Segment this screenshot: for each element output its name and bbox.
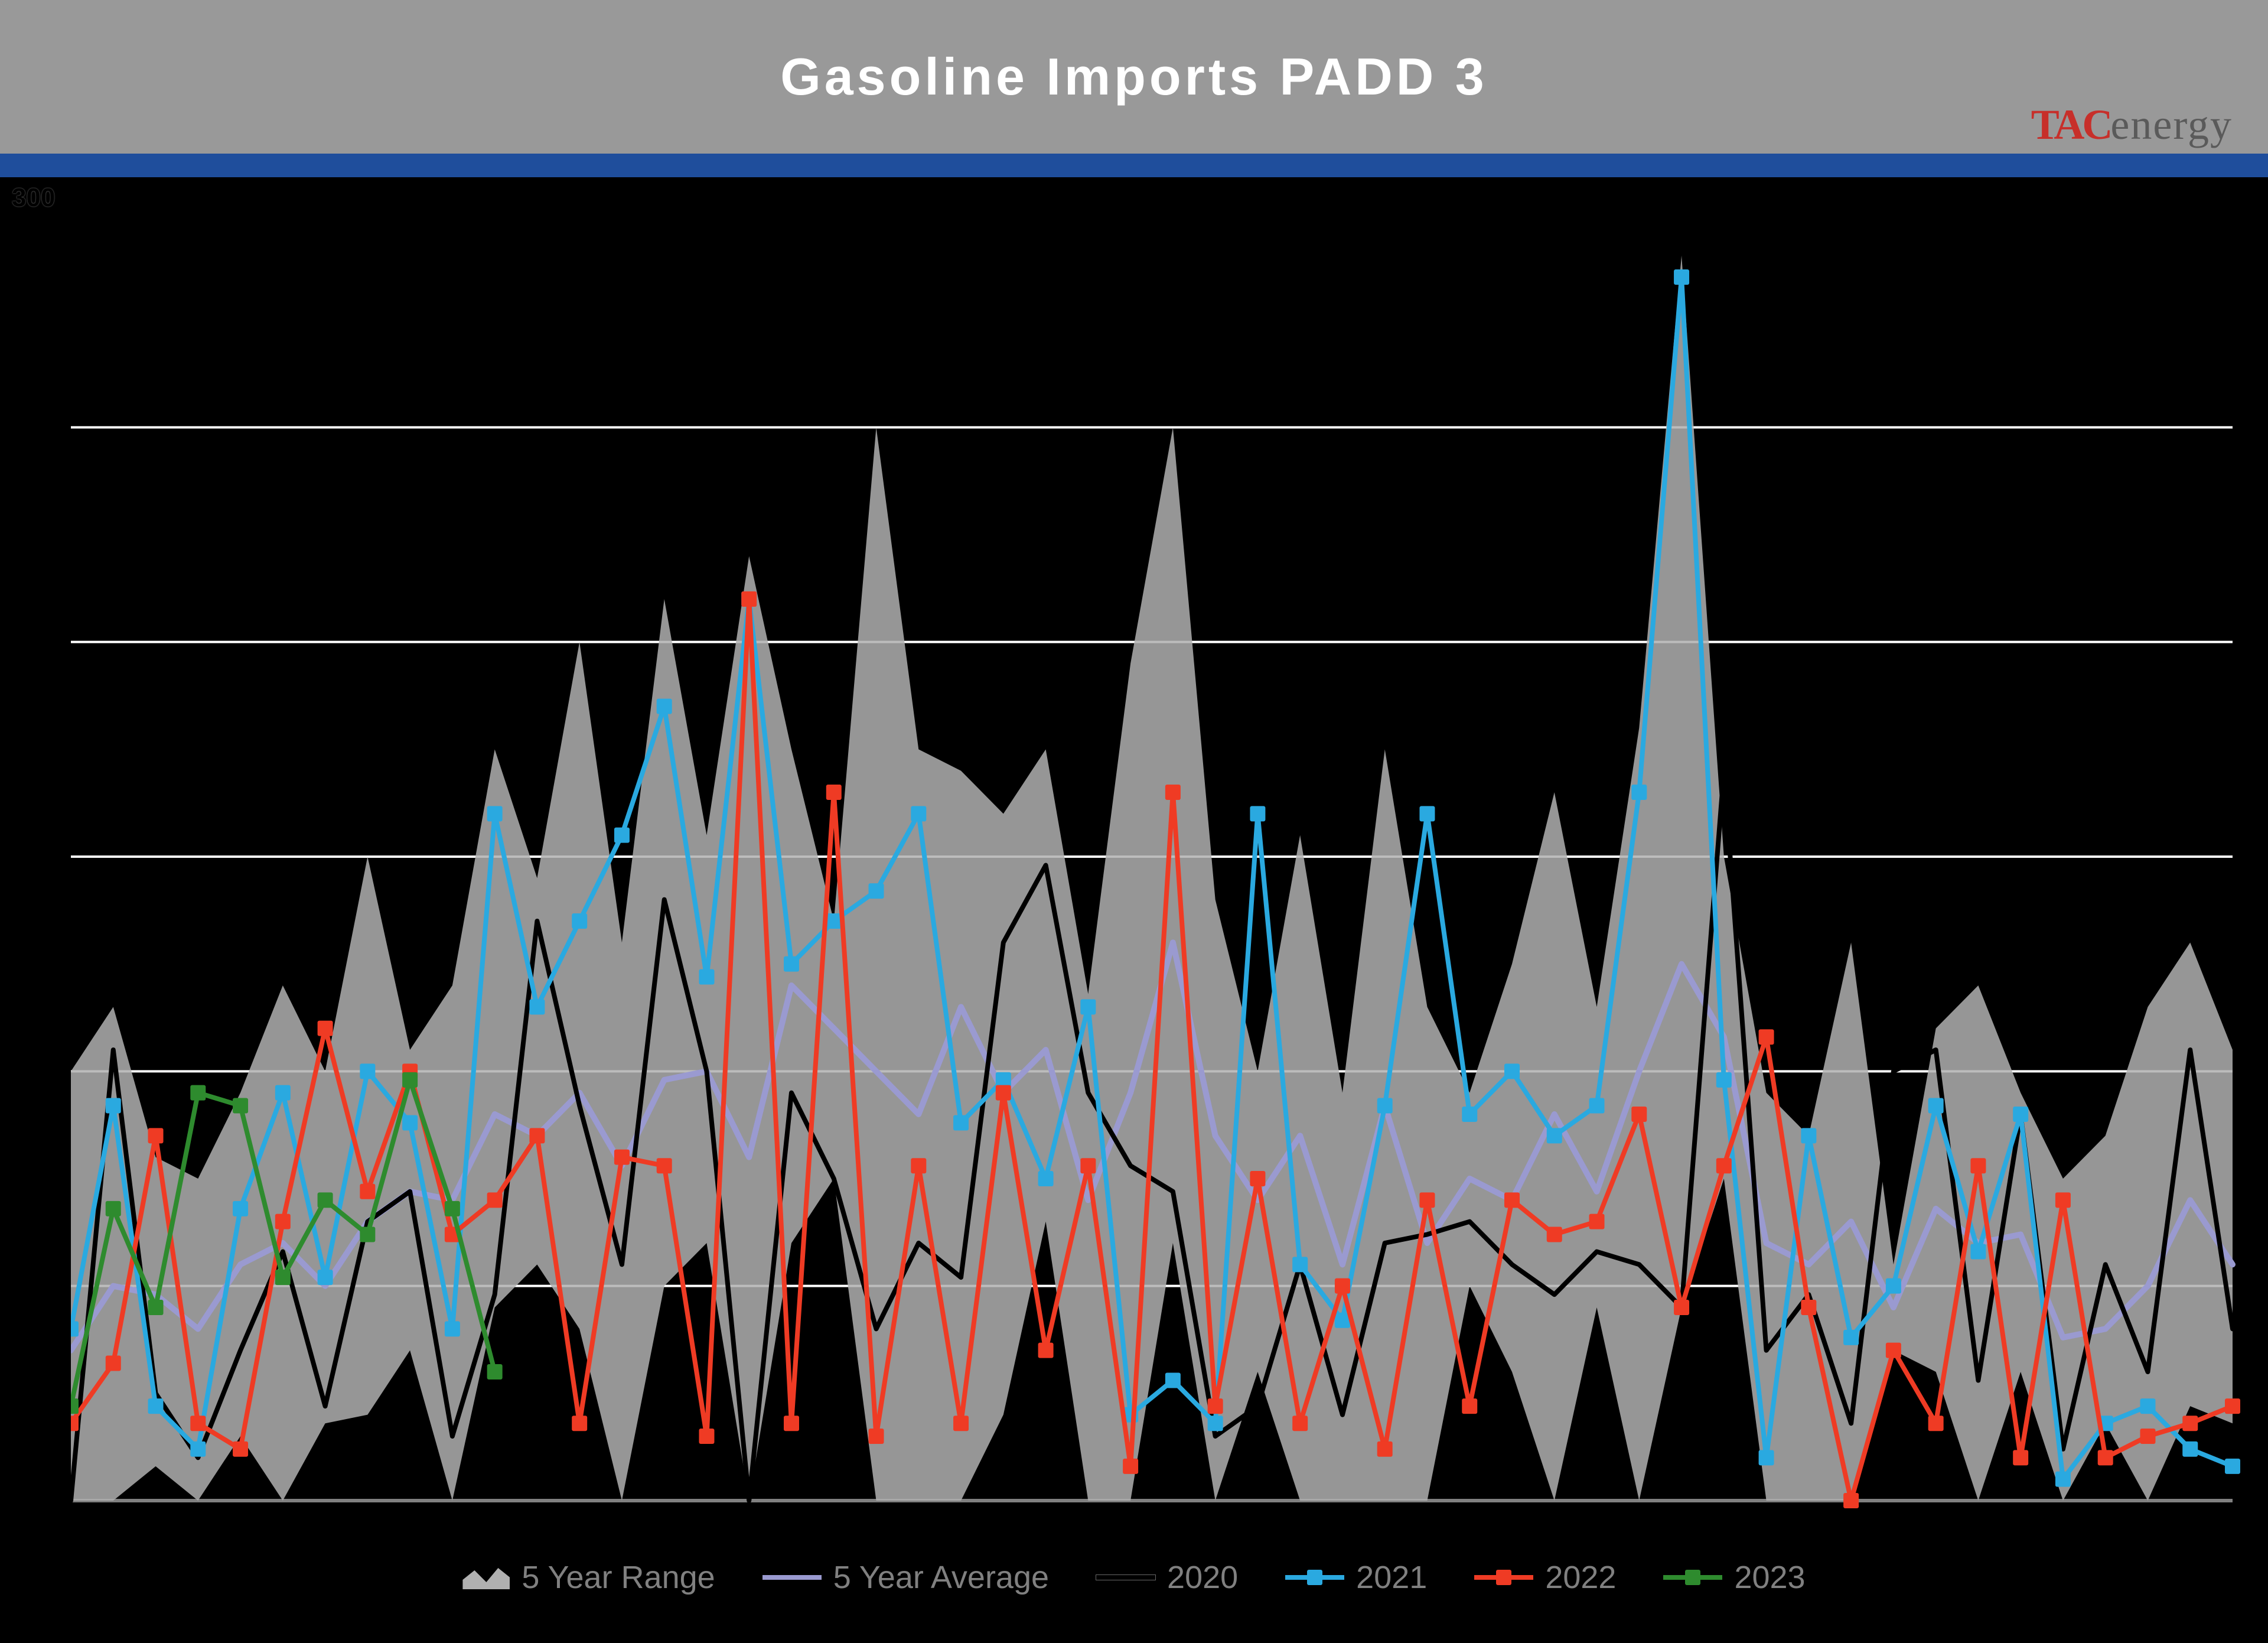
- legend-label: 5 Year Range: [522, 1559, 715, 1596]
- legend-line-marker-icon: [1663, 1575, 1722, 1580]
- legend-line-icon: [1096, 1575, 1155, 1580]
- legend-item-range: 5 Year Range: [462, 1559, 715, 1596]
- accent-band: [0, 154, 2268, 177]
- legend-item-2022: 2022: [1474, 1559, 1616, 1596]
- legend-line-marker-icon: [1285, 1575, 1344, 1580]
- logo-brand: TAC: [2031, 101, 2111, 148]
- legend-label: 2023: [1734, 1559, 1805, 1596]
- chart-plot-area: [71, 189, 2244, 1548]
- legend-item-2020: 2020: [1096, 1559, 1238, 1596]
- legend-item-avg: 5 Year Average: [762, 1559, 1049, 1596]
- y-axis-max-label: 300: [12, 183, 55, 213]
- legend-item-2023: 2023: [1663, 1559, 1805, 1596]
- legend-line-marker-icon: [1474, 1575, 1533, 1580]
- legend-item-2021: 2021: [1285, 1559, 1427, 1596]
- legend-label: 2020: [1167, 1559, 1238, 1596]
- legend-label: 5 Year Average: [833, 1559, 1049, 1596]
- chart-svg: [71, 189, 2244, 1548]
- logo-suffix: energy: [2110, 101, 2233, 148]
- chart-legend: 5 Year Range 5 Year Average 2020 2021 20…: [0, 1559, 2268, 1596]
- title-bar: Gasoline Imports PADD 3: [0, 0, 2268, 154]
- legend-label: 2021: [1356, 1559, 1427, 1596]
- brand-logo: TACenergy: [2031, 100, 2233, 149]
- chart-title: Gasoline Imports PADD 3: [780, 47, 1487, 107]
- legend-line-icon: [762, 1575, 822, 1580]
- legend-label: 2022: [1545, 1559, 1616, 1596]
- legend-swatch-area-icon: [462, 1566, 510, 1589]
